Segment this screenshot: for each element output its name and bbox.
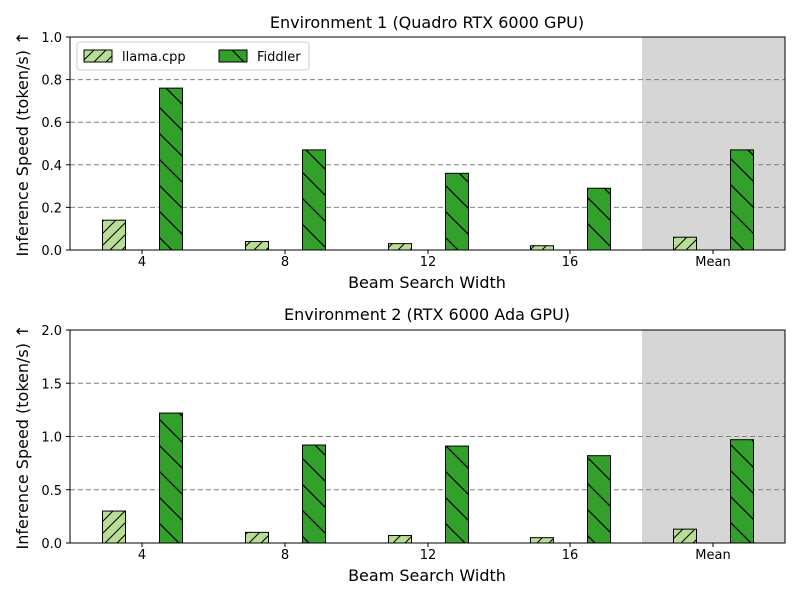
plot-area: 0.0 0.2 0.4 0.6 0.8 1.0 4 8 12 16 Mean: [41, 31, 786, 270]
x-tick-label: 4: [138, 255, 146, 270]
x-tick-label: 12: [420, 255, 437, 270]
bar-hatch-fiddler: [730, 149, 754, 250]
bar-hatch-fiddler: [730, 439, 754, 543]
legend: llama.cpp Fiddler: [76, 41, 310, 71]
bar-hatch-fiddler: [302, 445, 326, 543]
y-tick-label: 0.6: [41, 116, 62, 131]
bar-hatch-fiddler: [587, 188, 611, 250]
y-tick-label: 0.4: [41, 159, 62, 174]
y-axis-label: Inference Speed (token/s) ↑: [13, 325, 32, 550]
bar-hatch-llama: [388, 535, 412, 543]
x-tick-label: 8: [281, 255, 289, 270]
bar-hatch-fiddler: [445, 446, 469, 543]
chart-title: Environment 2 (RTX 6000 Ada GPU): [284, 305, 570, 324]
bar-hatch-llama: [530, 245, 554, 250]
plot-area: 0.0 0.5 1.0 1.5 2.0 4 8 12 16 Mean: [41, 324, 786, 563]
legend-label-fiddler: Fiddler: [257, 50, 301, 65]
y-tick-label: 1.5: [41, 377, 62, 392]
x-tick-label: 12: [420, 548, 437, 563]
y-tick-label: 0.8: [41, 74, 62, 89]
legend-swatch-fiddler-hatch: [219, 50, 247, 62]
x-tick-label: 4: [138, 548, 146, 563]
y-tick-label: 1.0: [41, 431, 62, 446]
y-tick-label: 0.5: [41, 484, 62, 499]
legend-swatch-llama-hatch: [84, 50, 112, 62]
chart-panel-1: Environment 1 (Quadro RTX 6000 GPU) Beam…: [13, 13, 786, 292]
mean-shaded-region: [642, 37, 785, 250]
y-tick-label: 0.0: [41, 244, 62, 259]
x-tick-label: Mean: [695, 548, 730, 563]
bar-hatch-fiddler: [159, 88, 183, 251]
bar-hatch-llama: [102, 220, 126, 250]
bar-hatch-fiddler: [587, 455, 611, 543]
x-tick-label: Mean: [695, 255, 730, 270]
bar-hatch-llama: [673, 529, 697, 543]
x-tick-label: 16: [562, 255, 579, 270]
y-tick-label: 0.0: [41, 537, 62, 552]
bar-hatch-llama: [530, 537, 554, 543]
chart-title: Environment 1 (Quadro RTX 6000 GPU): [270, 13, 584, 32]
y-tick-label: 0.2: [41, 201, 62, 216]
y-tick-label: 1.0: [41, 31, 62, 46]
chart-panel-2: Environment 2 (RTX 6000 Ada GPU) Beam Se…: [13, 305, 786, 585]
x-axis-label: Beam Search Width: [348, 566, 506, 585]
bar-hatch-fiddler: [445, 173, 469, 250]
bar-hatch-llama: [388, 243, 412, 250]
x-axis-label: Beam Search Width: [348, 273, 506, 292]
bar-hatch-llama: [102, 511, 126, 543]
legend-frame: [76, 41, 310, 71]
bar-hatch-fiddler: [159, 413, 183, 543]
y-tick-label: 2.0: [41, 324, 62, 339]
x-tick-label: 16: [562, 548, 579, 563]
y-axis-label: Inference Speed (token/s) ↑: [13, 32, 32, 257]
bar-hatch-llama: [245, 532, 269, 543]
bar-hatch-llama: [245, 241, 269, 250]
x-tick-label: 8: [281, 548, 289, 563]
bar-hatch-llama: [673, 237, 697, 250]
legend-label-llama: llama.cpp: [122, 50, 186, 65]
bar-hatch-fiddler: [302, 149, 326, 250]
